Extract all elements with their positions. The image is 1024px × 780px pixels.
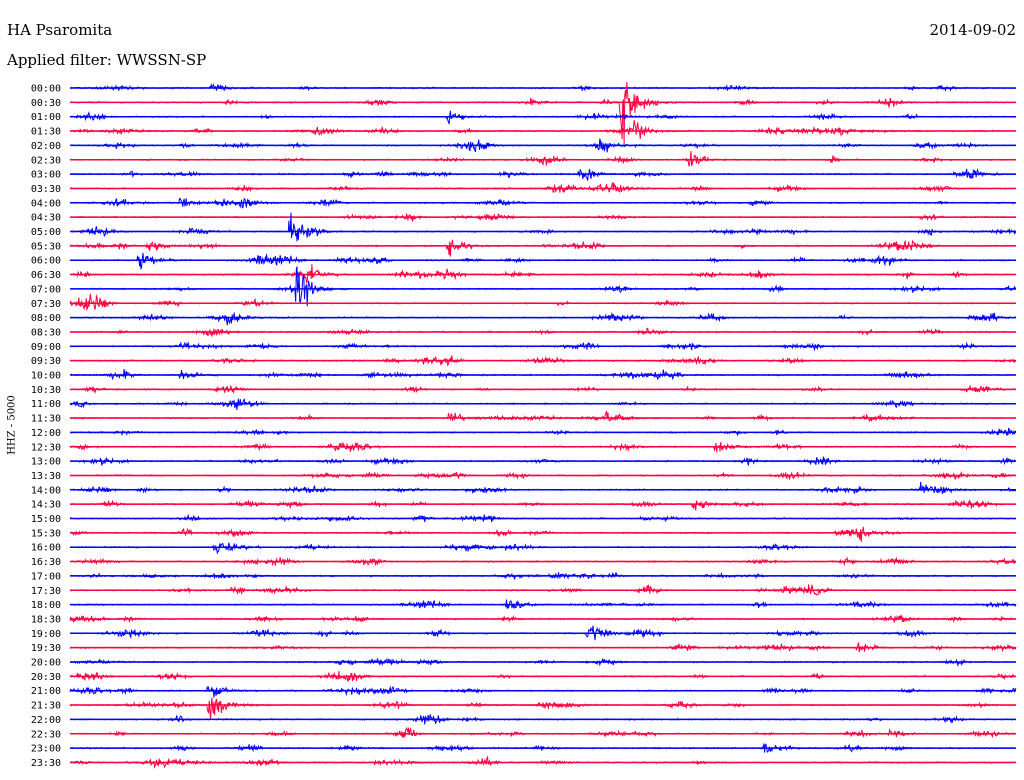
time-label: 00:00 — [31, 84, 61, 95]
time-label: 18:00 — [31, 600, 61, 611]
trace-line — [69, 82, 1016, 145]
trace-line — [69, 264, 1017, 284]
time-label: 05:00 — [31, 227, 61, 238]
time-label: 17:00 — [31, 571, 61, 582]
trace-line — [70, 265, 1017, 307]
time-label: 14:30 — [31, 500, 61, 511]
time-label: 01:30 — [31, 127, 61, 138]
time-label: 14:00 — [31, 485, 61, 496]
time-label: 16:00 — [31, 543, 61, 554]
time-label: 08:30 — [31, 327, 61, 338]
time-label: 22:00 — [31, 715, 61, 726]
time-label: 23:00 — [31, 744, 61, 755]
filter-label: Applied filter: WWSSN-SP — [7, 51, 207, 69]
date-label: 2014-09-02 — [929, 21, 1016, 39]
time-label: 13:00 — [31, 457, 61, 468]
station-title: HA Psaromita — [7, 21, 113, 39]
trace-line — [69, 726, 1017, 739]
time-label: 17:30 — [31, 586, 61, 597]
time-label: 15:30 — [31, 528, 61, 539]
time-label: 02:30 — [31, 155, 61, 166]
trace-line — [69, 481, 1017, 495]
time-label: 05:30 — [31, 241, 61, 252]
time-label: 07:30 — [31, 299, 61, 310]
trace-line — [69, 239, 1017, 257]
time-label: 10:00 — [31, 371, 61, 382]
time-label: 06:30 — [31, 270, 61, 281]
time-label: 08:00 — [31, 313, 61, 324]
time-label: 12:00 — [31, 428, 61, 439]
trace-line — [69, 697, 1016, 720]
time-label: 03:30 — [31, 184, 61, 195]
time-label: 09:30 — [31, 356, 61, 367]
time-label: 04:00 — [31, 198, 61, 209]
time-label: 20:00 — [31, 658, 61, 669]
time-label: 15:00 — [31, 514, 61, 525]
trace-line — [69, 182, 1017, 194]
time-label: 10:30 — [31, 385, 61, 396]
time-label: 11:00 — [31, 399, 61, 410]
time-label: 23:30 — [31, 758, 61, 769]
time-label: 02:00 — [31, 141, 61, 152]
time-label: 19:30 — [31, 643, 61, 654]
trace-line — [69, 410, 1017, 422]
time-label: 04:30 — [31, 213, 61, 224]
trace-line — [69, 294, 1017, 312]
trace-line — [69, 311, 1017, 326]
time-label: 00:30 — [31, 98, 61, 109]
trace-line — [69, 685, 1017, 698]
time-label: 18:30 — [31, 614, 61, 625]
time-label: 13:30 — [31, 471, 61, 482]
time-label: 01:00 — [31, 112, 61, 123]
time-label: 20:30 — [31, 672, 61, 683]
time-label: 19:00 — [31, 629, 61, 640]
traces-group — [69, 82, 1017, 769]
time-label: 03:00 — [31, 170, 61, 181]
time-label: 21:30 — [31, 701, 61, 712]
trace-line — [69, 526, 1017, 542]
trace-line — [69, 120, 1017, 140]
time-label: 11:30 — [31, 414, 61, 425]
trace-line — [69, 499, 1017, 511]
time-label: 09:00 — [31, 342, 61, 353]
time-label: 16:30 — [31, 557, 61, 568]
trace-line — [69, 427, 1017, 437]
time-label: 06:00 — [31, 256, 61, 267]
time-label: 07:00 — [31, 284, 61, 295]
trace-line — [69, 151, 1016, 167]
time-label: 12:30 — [31, 442, 61, 453]
time-label: 21:00 — [31, 686, 61, 697]
time-labels-group: 00:00 00:30 01:00 01:30 02:00 02:30 03:00 03:30… — [31, 84, 61, 769]
time-label: 22:30 — [31, 729, 61, 740]
